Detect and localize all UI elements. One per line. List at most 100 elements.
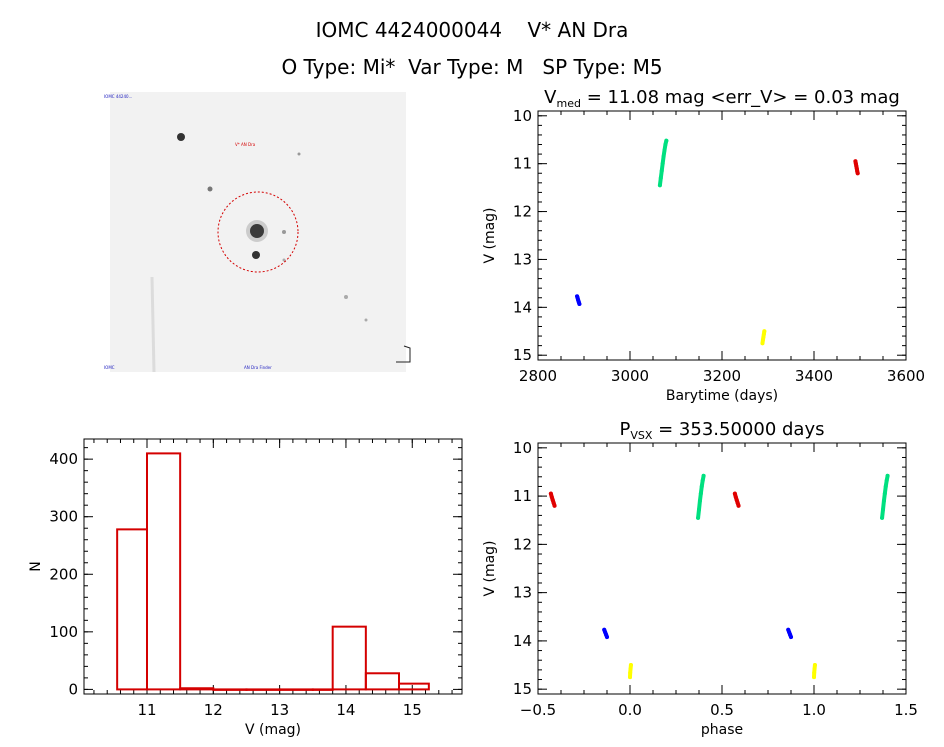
data-point	[698, 491, 703, 496]
data-point	[885, 473, 890, 478]
y-tick-label: 15	[513, 346, 532, 364]
data-point	[760, 341, 765, 346]
y-axis-label: V (mag)	[482, 540, 498, 596]
sky-label-top-center: V* AN Dra	[235, 142, 256, 147]
star	[252, 251, 260, 259]
y-tick-label: 13	[513, 584, 532, 602]
data-point	[697, 498, 702, 503]
histogram-bar	[364, 672, 400, 691]
star	[344, 295, 348, 299]
data-point	[660, 161, 665, 166]
y-tick-label: 12	[513, 535, 532, 553]
data-point	[812, 675, 816, 680]
data-point	[812, 663, 817, 668]
chart-histogram: 11 12 13 14 15 0 100 200 300 400 V (mag) N	[28, 438, 463, 738]
x-tick-label: 3200	[703, 367, 741, 385]
plot-frame	[83, 438, 463, 695]
sky-image: IOMC 44240... V* AN Dra IOMC AN Dra Find…	[104, 92, 411, 372]
x-tick-label: 1.5	[894, 701, 918, 719]
histogram-bar	[116, 528, 149, 691]
data-point	[628, 663, 633, 668]
data-point	[736, 503, 741, 508]
x-tick-label: −0.5	[520, 701, 556, 719]
data-point	[701, 473, 706, 478]
x-axis-label: V (mag)	[245, 722, 301, 738]
histogram-bar	[278, 688, 314, 691]
y-tick-label: 200	[49, 565, 78, 583]
x-axis-label: phase	[701, 722, 743, 738]
star	[177, 133, 185, 141]
x-tick-label: 13	[270, 701, 289, 719]
data-point	[882, 491, 887, 496]
y-tick-label: 14	[513, 632, 532, 650]
compass-icon	[396, 345, 411, 363]
histogram-bar	[398, 682, 430, 691]
histogram-bar	[245, 688, 281, 691]
sky-streak	[150, 276, 156, 372]
star	[364, 318, 368, 322]
data-point	[664, 138, 669, 143]
y-tick-label: 100	[49, 623, 78, 641]
star	[250, 224, 264, 238]
x-tick-label: 14	[336, 701, 355, 719]
y-tick-label: 10	[513, 439, 532, 457]
data-point	[884, 478, 889, 483]
x-tick-label: 1.0	[802, 701, 826, 719]
y-axis-label: V (mag)	[482, 207, 498, 263]
sky-label-top-left: IOMC 44240...	[104, 94, 132, 99]
chart-phased: −0.5 0.0 0.5 1.0 1.5 10 11 12 13 14 15 phase V (mag)…	[482, 419, 918, 738]
data-point	[700, 478, 705, 483]
data-point	[577, 301, 582, 306]
sky-label-bottom-left: IOMC	[104, 365, 115, 370]
star	[282, 258, 286, 262]
star	[297, 152, 301, 156]
data-point	[881, 507, 885, 512]
data-point	[628, 675, 632, 680]
star	[207, 186, 213, 192]
data-point	[548, 491, 553, 496]
y-tick-label: 13	[513, 250, 532, 268]
x-tick-label: 12	[204, 701, 223, 719]
data-point	[762, 329, 767, 334]
data-point	[661, 154, 666, 159]
header-line2: O Type: Mi* Var Type: M SP Type: M5	[281, 55, 663, 79]
y-tick-label: 300	[49, 508, 78, 526]
y-tick-label: 15	[513, 680, 532, 698]
plot-frame	[537, 110, 907, 361]
data-point	[699, 484, 704, 489]
data-point	[697, 507, 701, 512]
histogram-bar	[212, 688, 248, 691]
y-tick-label: 400	[49, 450, 78, 468]
x-tick-label: 3600	[887, 367, 925, 385]
data-point	[883, 484, 888, 489]
x-tick-label: 11	[137, 701, 156, 719]
data-point	[881, 498, 886, 503]
data-point	[628, 666, 633, 671]
x-tick-label: 0.5	[710, 701, 734, 719]
data-point	[696, 515, 701, 520]
chart-title: Vmed = 11.08 mag <err_V> = 0.03 mag	[544, 87, 900, 110]
x-tick-label: 3000	[611, 367, 649, 385]
y-tick-label: 14	[513, 298, 532, 316]
data-point	[880, 515, 885, 520]
data-point	[789, 635, 793, 640]
data-point	[662, 148, 667, 153]
x-tick-label: 0.0	[618, 701, 642, 719]
plot-frame	[537, 442, 907, 695]
data-point	[658, 176, 663, 181]
y-tick-label: 10	[513, 107, 532, 125]
histogram-bar	[179, 687, 215, 691]
y-tick-label: 0	[68, 680, 78, 698]
y-tick-label: 11	[513, 487, 532, 505]
chart-title: PVSX = 353.50000 days	[620, 419, 825, 442]
y-axis-label: N	[28, 561, 44, 571]
data-point	[855, 171, 860, 176]
data-point	[663, 142, 668, 147]
x-tick-label: 3400	[795, 367, 833, 385]
y-tick-label: 11	[513, 155, 532, 173]
target-circle	[217, 191, 299, 273]
data-point	[732, 491, 737, 496]
data-point	[812, 670, 817, 675]
data-point	[628, 670, 633, 675]
